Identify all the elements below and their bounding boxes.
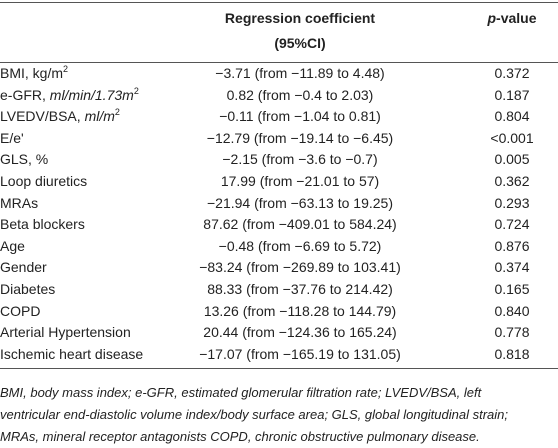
row-label: MRAs xyxy=(0,193,38,215)
table-row: GLS, % −2.15 (from −3.6 to −0.7) 0.005 xyxy=(0,149,558,171)
p-value: 0.165 xyxy=(494,281,530,297)
p-value: 0.818 xyxy=(494,345,530,362)
coefficient: 17.99 (from −21.01 to 57) xyxy=(220,173,380,189)
row-label: LVEDV/BSA, ml/m2 xyxy=(0,106,120,128)
label-part: COPD xyxy=(0,302,41,319)
table-row: LVEDV/BSA, ml/m2 −0.11 (from −1.04 to 0.8… xyxy=(0,106,558,128)
p-value: 0.724 xyxy=(494,216,530,233)
table-row: Ischemic heart disease −17.07 (from −165.… xyxy=(0,344,558,366)
table-row: COPD 13.26 (from −118.28 to 144.79) 0.840 xyxy=(0,301,558,323)
p-value: 0.778 xyxy=(494,324,530,341)
row-label: E/e' xyxy=(0,128,24,150)
coefficient: −0.11 (from −1.04 to 0.81) xyxy=(219,108,381,125)
label-part: Ischemic heart disease xyxy=(0,345,144,362)
coefficient: 0.82 (from −0.4 to 2.03) xyxy=(226,86,374,103)
table-row: Diabetes 88.33 (from −37.76 to 214.42) 0.1… xyxy=(0,279,558,301)
row-label: Beta blockers xyxy=(0,214,85,236)
table-row: Beta blockers 87.62 (from −409.01 to 584.… xyxy=(0,214,558,236)
label-part: 2 xyxy=(114,107,120,118)
row-label: Diabetes xyxy=(0,279,55,301)
table-row: Age −0.48 (from −6.69 to 5.72) 0.876 xyxy=(0,236,558,258)
header-p: p-value xyxy=(466,6,558,31)
coefficient: 20.44 (from −124.36 to 165.24) xyxy=(203,324,397,341)
table-row: Gender −83.24 (from −269.89 to 103.41) 0.3… xyxy=(0,257,558,279)
table-row: Arterial Hypertension 20.44 (from −124.36… xyxy=(0,322,558,344)
p-value: 0.362 xyxy=(494,173,530,189)
row-label: Gender xyxy=(0,257,47,279)
coefficient: −12.79 (from −19.14 to −6.45) xyxy=(206,129,394,146)
coefficient: −21.94 (from −63.13 to 19.25) xyxy=(206,194,393,211)
bottom-rule xyxy=(0,368,558,369)
row-label: COPD xyxy=(0,301,40,323)
header-text: -value xyxy=(496,10,537,26)
row-label: Loop diuretics xyxy=(0,171,87,193)
row-label: GLS, % xyxy=(0,149,48,171)
p-value: 0.876 xyxy=(494,237,530,254)
label-part: LVEDV/BSA, xyxy=(0,108,85,125)
label-part: e-GFR, xyxy=(0,86,50,103)
label-part: Loop diuretics xyxy=(0,173,88,189)
label-part: E/e' xyxy=(0,129,24,146)
table-row: e-GFR, ml/min/1.73m2 0.82 (from −0.4 to 2… xyxy=(0,85,558,107)
header-coef: Regression coefficient (95%CI) xyxy=(190,6,410,56)
label-part: 2 xyxy=(63,64,69,74)
row-label: Ischemic heart disease xyxy=(0,344,143,366)
top-rule xyxy=(0,2,558,3)
p-value: 0.187 xyxy=(494,86,530,103)
label-part: Arterial Hypertension xyxy=(0,324,131,341)
row-label: e-GFR, ml/min/1.73m2 xyxy=(0,85,139,107)
label-part: MRAs xyxy=(0,194,39,211)
footnote-line: ventricular end-diastolic volume index/b… xyxy=(0,407,509,422)
p-value: 0.840 xyxy=(494,302,530,319)
row-label: Arterial Hypertension xyxy=(0,322,131,344)
coefficient: −83.24 (from −269.89 to 103.41) xyxy=(199,259,401,276)
label-part: Beta blockers xyxy=(0,216,85,233)
coefficient: −2.15 (from −3.6 to −0.7) xyxy=(222,151,378,168)
coefficient: 87.62 (from −409.01 to 584.24) xyxy=(203,216,397,233)
table-row: E/e' −12.79 (from −19.14 to −6.45) <0.001 xyxy=(0,128,558,150)
label-part: Diabetes xyxy=(0,281,56,297)
label-part: BMI, kg/m xyxy=(0,65,64,81)
header-text: Regression coefficient xyxy=(224,10,376,26)
table-row: BMI, kg/m2 −3.71 (from −11.89 to 4.48) 0.3… xyxy=(0,63,558,85)
header-text: p xyxy=(487,10,497,26)
label-part: Gender xyxy=(0,259,47,276)
label-part: 2 xyxy=(133,85,139,96)
p-value: 0.804 xyxy=(494,108,530,125)
p-value: 0.293 xyxy=(494,194,530,211)
table-row: MRAs −21.94 (from −63.13 to 19.25) 0.293 xyxy=(0,193,558,215)
coefficient: 88.33 (from −37.76 to 214.42) xyxy=(207,281,393,297)
label-part: ml/min/1.73m xyxy=(49,86,134,103)
footnote: BMI, body mass index; e-GFR, estimated g… xyxy=(0,382,508,448)
label-part: Age xyxy=(0,237,25,254)
row-label: Age xyxy=(0,236,25,258)
row-label: BMI, kg/m2 xyxy=(0,63,68,85)
header-rule xyxy=(0,62,558,63)
p-value: 0.374 xyxy=(494,259,530,276)
table-row: Loop diuretics 17.99 (from −21.01 to 57) 0… xyxy=(0,171,558,193)
coefficient: −17.07 (from −165.19 to 131.05) xyxy=(199,345,401,362)
footnote-line: BMI, body mass index; e-GFR, estimated g… xyxy=(0,385,482,400)
p-value: 0.005 xyxy=(494,151,530,168)
footnote-line: MRAs, mineral receptor antagonists COPD,… xyxy=(0,429,480,444)
header-text: (95%CI) xyxy=(274,35,326,51)
coefficient: −0.48 (from −6.69 to 5.72) xyxy=(218,237,382,254)
coefficient: −3.71 (from −11.89 to 4.48) xyxy=(215,65,385,81)
label-part: GLS, % xyxy=(0,151,49,168)
coefficient: 13.26 (from −118.28 to 144.79) xyxy=(203,302,397,319)
p-value: 0.372 xyxy=(494,65,530,81)
p-value: <0.001 xyxy=(490,129,534,146)
label-part: ml/m xyxy=(84,108,115,125)
